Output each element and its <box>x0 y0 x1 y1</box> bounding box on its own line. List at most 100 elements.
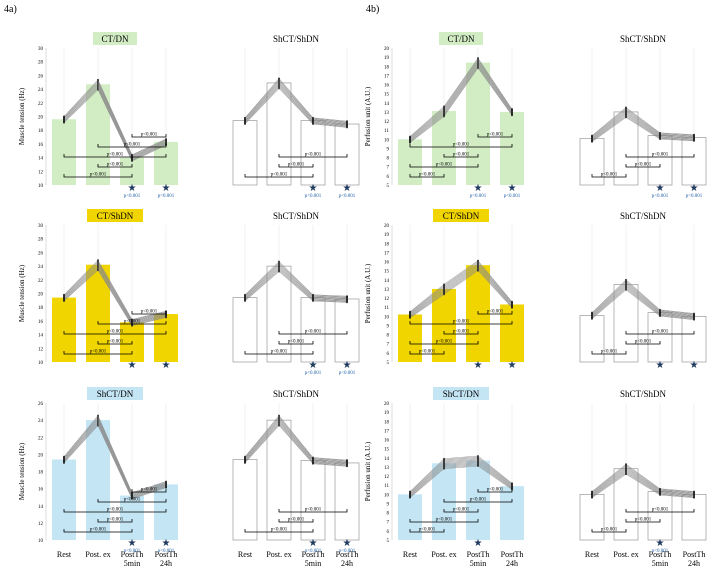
subject-line <box>409 65 513 142</box>
bar <box>300 460 326 541</box>
chart-panel: CT/ShDN 5 6 7 8 9 10 11 12 13 14 15 16 17 18 19 20 Perfus… <box>364 209 524 371</box>
y-tick-label: 10 <box>38 539 44 544</box>
subject-line <box>244 85 348 126</box>
y-tick-label: 24 <box>38 265 44 270</box>
subject-line <box>63 85 167 160</box>
x-tick-label: Rest <box>585 550 600 559</box>
significance-bracket <box>477 489 513 493</box>
y-tick-label: 17 <box>384 251 390 256</box>
significance-bracket <box>409 321 513 325</box>
subject-line <box>63 79 167 156</box>
bar <box>647 312 673 363</box>
subject-line <box>63 86 167 160</box>
significance-star: ★ <box>162 183 171 194</box>
significance-bracket <box>443 509 479 513</box>
significance-bracket <box>63 351 133 355</box>
subject-line <box>591 473 695 498</box>
p-value-label: p<0.001 <box>124 320 141 325</box>
significance-star: ★ <box>309 360 318 371</box>
subject-line <box>591 281 695 315</box>
y-tick-label: 16 <box>38 320 44 325</box>
significance-star: ★ <box>128 183 137 194</box>
y-tick-label: 12 <box>384 297 390 302</box>
y-tick-label: 12 <box>38 522 44 527</box>
significance-bracket <box>278 519 314 523</box>
subject-line <box>63 417 167 495</box>
star-p-value-label: p<0.001 <box>652 194 669 199</box>
p-value-label: p<0.001 <box>107 340 124 345</box>
y-tick-label: 26 <box>38 74 44 79</box>
significance-star: ★ <box>474 538 483 549</box>
subject-line <box>244 418 348 463</box>
panel-title: ShCT/DN <box>443 389 480 399</box>
subject-line <box>409 455 513 492</box>
x-tick-label: Rest <box>403 550 418 559</box>
subject-line <box>409 62 513 140</box>
chart-panel: ShCT/DN 10 12 14 16 18 20 22 24 26 Muscle tension … <box>18 387 178 568</box>
significance-bracket <box>625 331 695 335</box>
subject-line <box>63 415 167 493</box>
star-p-value-label: p<0.001 <box>339 371 356 376</box>
y-tick-label: 28 <box>38 61 44 66</box>
x-tick-label: Rest <box>57 550 72 559</box>
y-tick-label: 10 <box>384 493 390 498</box>
bar <box>579 315 605 363</box>
significance-bracket <box>244 529 314 533</box>
y-axis-label: Muscle tension (Hz) <box>18 442 26 500</box>
chart-panel: ShCT/ShDNp<0.001p<0.001p<0.001★p<0.001★p… <box>232 389 360 568</box>
subject-line <box>244 267 348 301</box>
panel-title: ShCT/ShDN <box>620 211 667 221</box>
y-tick-label: 17 <box>384 74 390 79</box>
subject-point <box>409 135 411 138</box>
subject-point <box>659 308 661 311</box>
y-tick-label: 30 <box>38 47 44 52</box>
p-value-label: p<0.001 <box>652 508 669 513</box>
x-tick-label: Post. ex <box>613 550 638 559</box>
subject-line <box>409 459 513 494</box>
significance-bracket <box>278 331 348 335</box>
subject-line <box>591 107 695 137</box>
subject-line <box>244 81 348 124</box>
significance-bracket <box>443 154 479 158</box>
x-tick-label: PostTh <box>302 550 325 559</box>
panel-title-box <box>433 209 489 222</box>
bar <box>334 298 360 363</box>
subject-line <box>591 284 695 317</box>
p-value-label: p<0.001 <box>305 330 322 335</box>
subject-line <box>409 61 513 139</box>
p-value-label: p<0.001 <box>288 163 305 168</box>
subject-point <box>477 455 479 457</box>
y-tick-label: 8 <box>387 157 390 162</box>
significance-star: ★ <box>508 360 517 371</box>
subject-line <box>244 84 348 126</box>
subject-line <box>63 416 167 494</box>
y-tick-label: 12 <box>384 475 390 480</box>
p-value-label: p<0.001 <box>487 310 504 315</box>
chart-panel: CT/DN 5 6 7 8 9 10 11 12 13 14 15 16 17 18 19 20 Perfusio… <box>364 32 524 199</box>
star-p-value-label: p<0.001 <box>652 549 669 554</box>
bar <box>613 284 639 363</box>
subject-line <box>63 83 167 158</box>
y-tick-label: 8 <box>387 512 390 517</box>
subject-line <box>591 465 695 493</box>
subject-line <box>63 268 167 325</box>
subject-line <box>63 88 167 161</box>
subject-point <box>625 463 627 466</box>
subject-line <box>591 470 695 496</box>
p-value-label: p<0.001 <box>470 498 487 503</box>
subject-line <box>244 420 348 464</box>
significance-star: ★ <box>690 360 699 371</box>
p-value-label: p<0.001 <box>436 518 453 523</box>
bar <box>647 135 673 186</box>
subject-line <box>244 417 348 463</box>
subject-point <box>278 77 280 80</box>
subject-point <box>63 115 65 118</box>
p-value-label: p<0.001 <box>436 340 453 345</box>
y-tick-label: 15 <box>384 448 390 453</box>
p-value-label: p<0.001 <box>271 528 288 533</box>
p-value-label: p<0.001 <box>453 508 470 513</box>
significance-bracket <box>97 321 167 325</box>
y-axis-label: Muscle tension (Hz) <box>18 87 26 145</box>
subject-line <box>409 461 513 496</box>
y-tick-label: 16 <box>38 143 44 148</box>
